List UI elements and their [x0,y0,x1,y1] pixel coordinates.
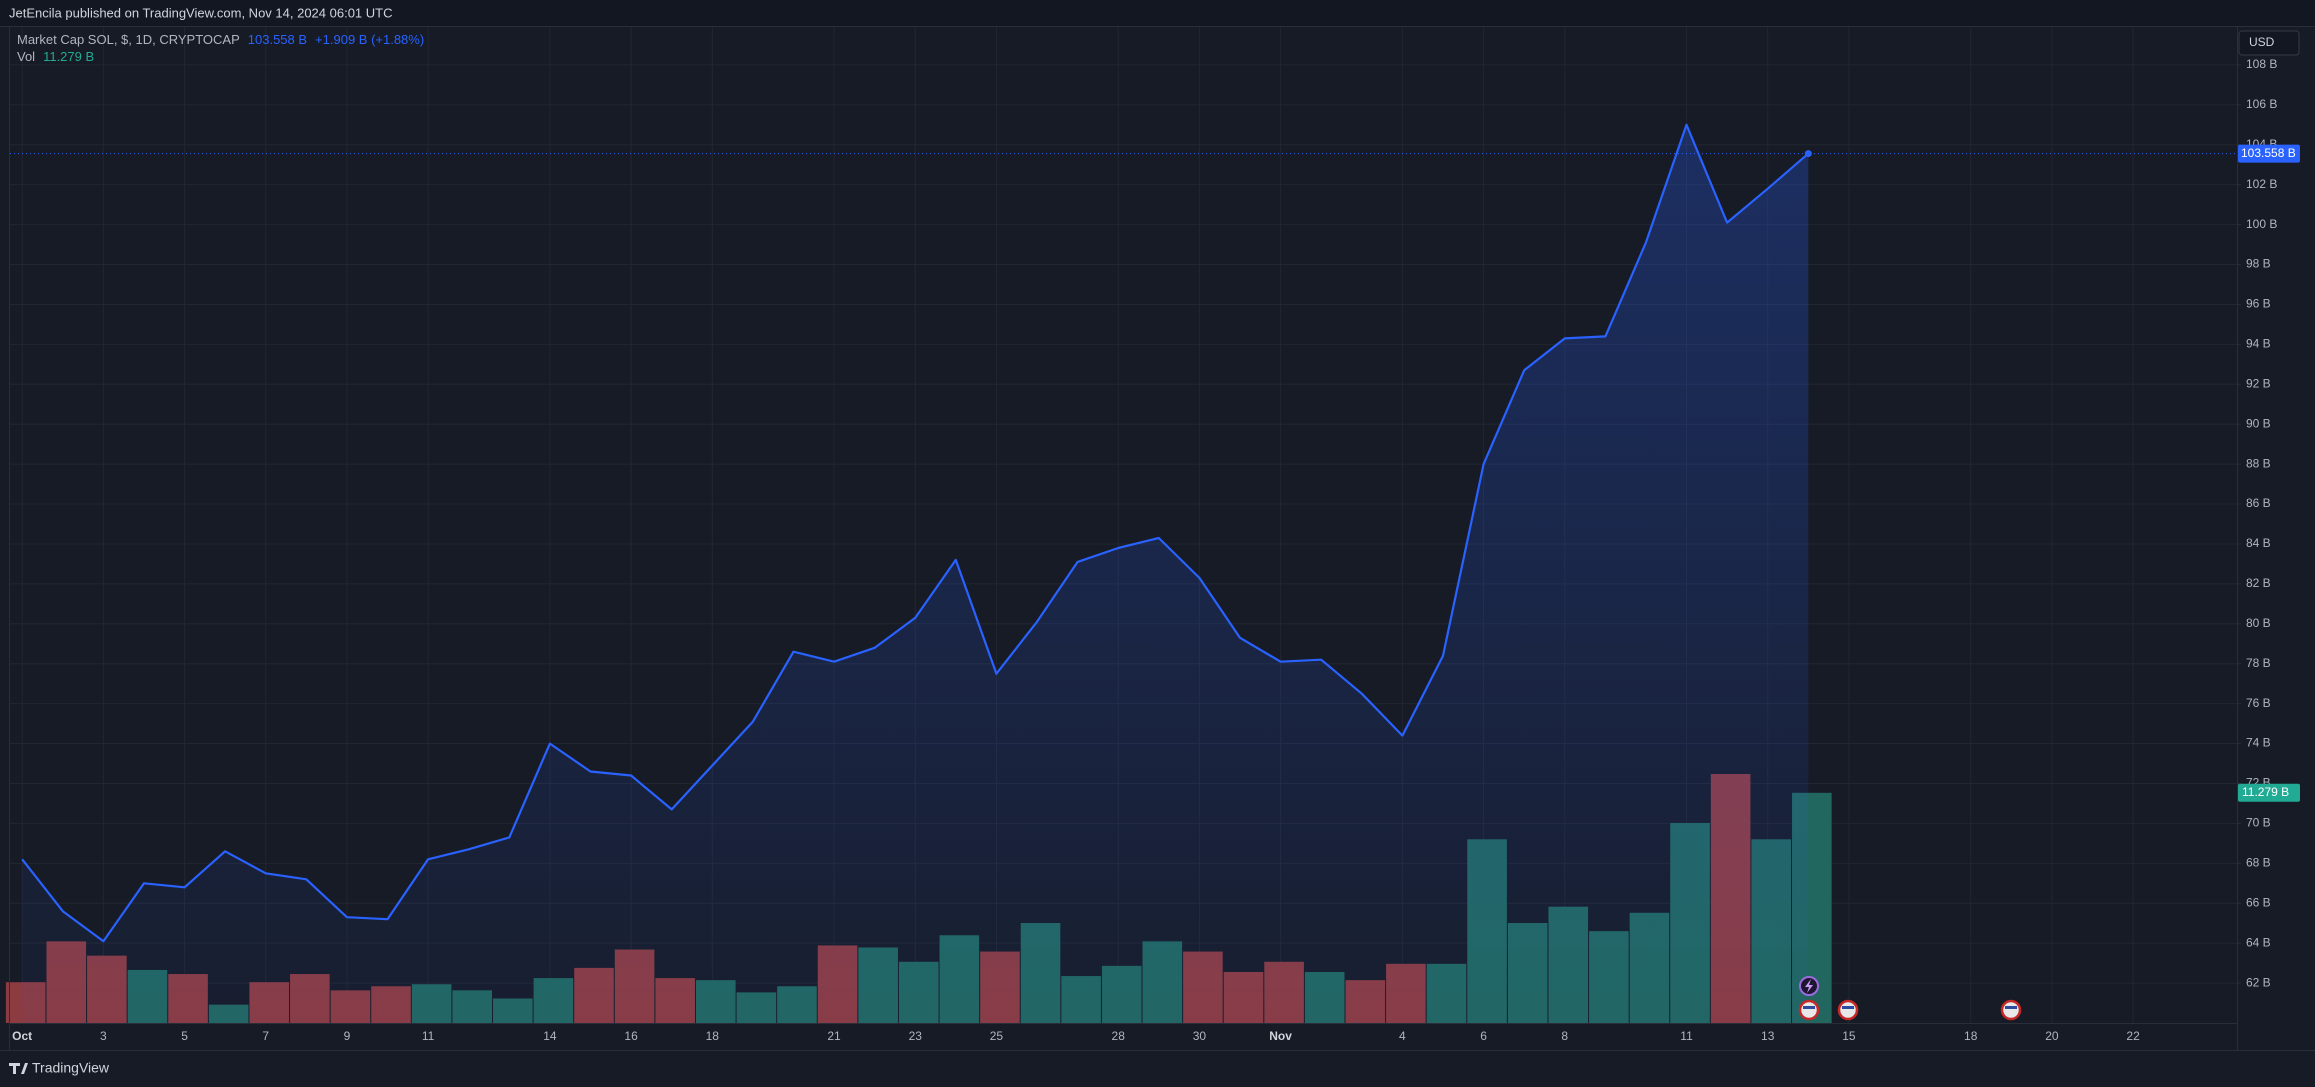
area-fill [22,124,1809,1024]
legend-title: Market Cap SOL, $, 1D, CRYPTOCAP [17,32,240,47]
header-bar [0,0,2315,26]
x-tick-label: 3 [100,1029,107,1043]
y-tick-label: 98 B [2246,257,2271,271]
y-tick-label: 90 B [2246,416,2271,430]
x-tick-label: 8 [1561,1029,1568,1043]
x-tick-label: 14 [543,1029,557,1043]
last-price-dot [1804,150,1812,158]
x-tick-label: 7 [262,1029,269,1043]
price-line [21,123,1810,943]
event-icon[interactable] [1837,999,1859,1021]
y-tick-label: 70 B [2246,816,2271,830]
event-icon[interactable] [1798,999,1820,1021]
legend-volume-name: Vol [17,49,35,64]
price-badge-label: 103.558 B [2241,146,2296,160]
y-tick-label: 86 B [2246,496,2271,510]
currency-button[interactable] [2238,30,2300,56]
y-tick-label: 100 B [2246,217,2277,231]
x-tick-label: 20 [2045,1029,2059,1043]
y-tick-label: 106 B [2246,97,2277,111]
axes-layer: 62 B64 B66 B68 B70 B72 B74 B76 B78 B80 B… [12,57,2300,1043]
y-tick-label: 80 B [2246,616,2271,630]
legend-last-value: 103.558 B [248,32,307,47]
currency-label[interactable]: USD [2249,35,2275,49]
event-icon[interactable] [2000,999,2022,1021]
lightning [1805,979,1813,993]
x-tick-label: 15 [1842,1029,1856,1043]
y-tick-label: 88 B [2246,456,2271,470]
brand-name: TradingView [32,1060,110,1076]
brand-logo [9,1063,28,1074]
y-tick-label: 66 B [2246,895,2271,909]
y-tick-label: 92 B [2246,376,2271,390]
y-tick-label: 102 B [2246,177,2277,191]
volume-badge [2238,783,2300,802]
legend-main: Market Cap SOL, $, 1D, CRYPTOCAP 103.558 … [17,32,424,47]
price-badge [2238,144,2300,163]
y-tick-label: 64 B [2246,935,2271,949]
y-tick-label: 74 B [2246,736,2271,750]
x-tick-label: Oct [12,1029,32,1043]
y-tick-label: 108 B [2246,57,2277,71]
y-tick-label: 76 B [2246,696,2271,710]
legend-change: +1.909 B (+1.88%) [315,32,424,47]
flag [2005,1006,2017,1009]
legend-volume: Vol 11.279 B [17,49,94,64]
x-tick-label: Nov [1269,1029,1292,1043]
x-tick-label: 30 [1193,1029,1207,1043]
x-tick-label: 22 [2126,1029,2140,1043]
y-tick-label: 78 B [2246,656,2271,670]
x-tick-label: 9 [344,1029,351,1043]
x-tick-label: 16 [624,1029,638,1043]
x-tick-label: 25 [990,1029,1004,1043]
x-tick-label: 28 [1112,1029,1126,1043]
flag [1842,1006,1854,1009]
x-tick-label: 4 [1399,1029,1406,1043]
y-tick-label: 82 B [2246,576,2271,590]
x-tick-label: 13 [1761,1029,1775,1043]
published-note: JetEncila published on TradingView.com, … [9,5,393,20]
volume-badge-label: 11.279 B [2242,785,2289,799]
x-tick-label: 18 [706,1029,720,1043]
y-tick-label: 68 B [2246,855,2271,869]
y-tick-label: 84 B [2246,536,2271,550]
y-tick-label: 96 B [2246,297,2271,311]
price-layer [10,123,2237,1024]
y-tick-label: 94 B [2246,337,2271,351]
x-tick-label: 5 [181,1029,188,1043]
x-tick-label: 11 [422,1029,435,1043]
x-tick-label: 21 [827,1029,841,1043]
y-tick-label: 62 B [2246,975,2271,989]
x-tick-label: 6 [1480,1029,1487,1043]
x-tick-label: 18 [1964,1029,1978,1043]
legend-volume-value: 11.279 B [43,49,94,64]
event-icons [1798,976,2022,1021]
flag [1803,1006,1815,1009]
x-tick-label: 23 [909,1029,923,1043]
x-tick-label: 11 [1680,1029,1693,1043]
